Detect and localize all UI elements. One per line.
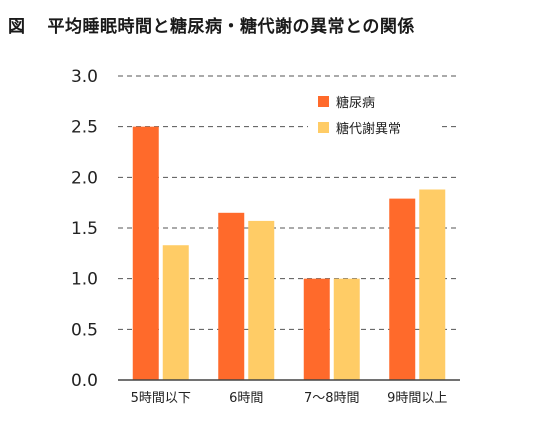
legend-label: 糖尿病 [336, 95, 375, 111]
bar-diabetes [389, 198, 416, 380]
bar-diabetes [303, 278, 330, 380]
bar-abnormal [248, 220, 275, 380]
legend-label: 糖代謝異常 [336, 121, 401, 137]
x-category-label: 6時間 [229, 391, 263, 406]
bar-abnormal [333, 278, 360, 380]
y-tick-label: 2.5 [71, 118, 98, 138]
bars [132, 126, 446, 381]
y-tick-label: 1.5 [71, 219, 98, 239]
bar-diabetes [132, 126, 159, 381]
bar-diabetes [218, 212, 245, 380]
legend-swatch [318, 96, 329, 107]
y-tick-label: 3.0 [71, 67, 98, 87]
x-category-label: 9時間以上 [387, 391, 447, 406]
x-category-label: 7～8時間 [304, 391, 360, 406]
figure-label: 図 [8, 17, 26, 37]
x-category-label: 5時間以下 [131, 391, 191, 406]
y-tick-label: 2.0 [71, 168, 98, 188]
y-tick-label: 1.0 [71, 270, 98, 290]
bar-abnormal [419, 189, 446, 380]
category-labels: 5時間以下 6時間 7～8時間 9時間以上 [131, 391, 448, 406]
y-tick-label: 0.0 [71, 371, 98, 391]
legend-background [308, 90, 440, 150]
chart-title-text: 平均睡眠時間と糖尿病・糖代謝の異常との関係 [47, 17, 415, 37]
legend-swatch [318, 122, 329, 133]
y-axis-ticks: 0.0 0.5 1.0 1.5 2.0 2.5 3.0 [71, 67, 98, 391]
y-tick-label: 0.5 [71, 320, 98, 340]
chart-title: 図 平均睡眠時間と糖尿病・糖代謝の異常との関係 [8, 12, 415, 37]
bar-abnormal [162, 245, 189, 380]
